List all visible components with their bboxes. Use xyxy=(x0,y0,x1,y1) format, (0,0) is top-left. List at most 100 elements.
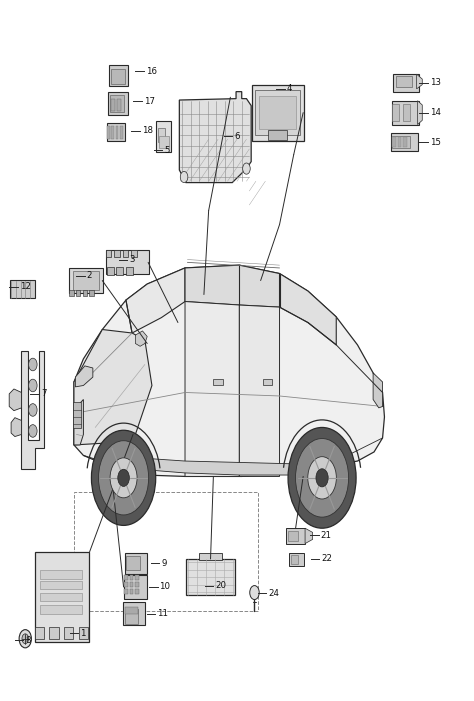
Bar xyxy=(40,605,82,613)
Bar xyxy=(82,290,87,296)
Bar xyxy=(89,290,93,296)
Text: 5: 5 xyxy=(164,146,170,155)
Bar xyxy=(402,104,410,121)
Bar xyxy=(106,250,111,257)
Bar xyxy=(130,576,134,580)
Bar xyxy=(392,137,396,147)
Bar xyxy=(117,99,121,111)
Circle shape xyxy=(28,425,37,437)
Polygon shape xyxy=(75,366,93,387)
Text: 7: 7 xyxy=(41,389,46,398)
Polygon shape xyxy=(136,331,147,346)
Polygon shape xyxy=(179,92,251,182)
Bar xyxy=(392,137,410,148)
Bar xyxy=(124,590,128,594)
Text: 17: 17 xyxy=(144,97,155,106)
Bar xyxy=(392,104,399,121)
Circle shape xyxy=(110,458,137,498)
Bar xyxy=(156,121,171,152)
Bar xyxy=(403,137,407,147)
Text: 18: 18 xyxy=(142,126,153,135)
Bar xyxy=(124,583,128,587)
Bar xyxy=(73,402,81,428)
Text: 20: 20 xyxy=(215,581,226,590)
Text: 13: 13 xyxy=(430,78,441,87)
Bar xyxy=(110,95,124,112)
Bar xyxy=(130,583,134,587)
Circle shape xyxy=(118,469,129,486)
Bar xyxy=(213,379,223,385)
Bar xyxy=(123,601,145,625)
Circle shape xyxy=(99,441,149,515)
Polygon shape xyxy=(74,329,152,445)
Polygon shape xyxy=(126,268,185,333)
Circle shape xyxy=(28,358,37,371)
Bar xyxy=(398,137,401,147)
Text: 10: 10 xyxy=(159,583,171,592)
Bar xyxy=(125,552,147,573)
Bar xyxy=(158,136,169,149)
Bar xyxy=(108,93,128,115)
Polygon shape xyxy=(417,74,422,89)
Bar xyxy=(255,90,300,135)
Circle shape xyxy=(316,469,328,487)
Bar xyxy=(35,552,89,641)
Polygon shape xyxy=(11,418,21,437)
Text: 15: 15 xyxy=(430,137,441,147)
Polygon shape xyxy=(9,389,21,411)
Text: 8: 8 xyxy=(25,636,31,645)
Bar xyxy=(124,576,128,580)
Circle shape xyxy=(288,428,356,528)
Text: 9: 9 xyxy=(161,559,167,568)
Circle shape xyxy=(295,439,348,517)
Circle shape xyxy=(28,379,37,392)
Polygon shape xyxy=(74,265,384,477)
Text: 6: 6 xyxy=(234,132,240,141)
Circle shape xyxy=(250,585,259,599)
Bar xyxy=(396,76,412,88)
Text: 22: 22 xyxy=(321,554,332,564)
Bar xyxy=(79,627,88,639)
Bar xyxy=(35,627,44,639)
Bar xyxy=(268,130,287,140)
Text: 4: 4 xyxy=(287,84,292,93)
Bar xyxy=(124,575,147,599)
Bar xyxy=(288,531,298,540)
Bar xyxy=(49,627,59,639)
Polygon shape xyxy=(185,265,280,307)
Bar xyxy=(40,580,82,589)
Bar xyxy=(76,290,80,296)
Bar xyxy=(120,126,123,139)
Polygon shape xyxy=(185,301,239,477)
Bar xyxy=(64,627,73,639)
Bar xyxy=(391,133,418,151)
Bar xyxy=(111,126,114,139)
Bar xyxy=(125,607,138,614)
Bar xyxy=(126,556,140,570)
Bar xyxy=(70,290,74,296)
Text: 1: 1 xyxy=(80,629,86,638)
Bar xyxy=(130,590,134,594)
Circle shape xyxy=(91,430,156,526)
Bar xyxy=(199,552,222,559)
Bar xyxy=(111,69,125,84)
Bar xyxy=(131,250,137,257)
Bar xyxy=(110,99,115,111)
Bar xyxy=(73,271,99,290)
Circle shape xyxy=(180,172,188,182)
Circle shape xyxy=(308,456,337,499)
Bar xyxy=(125,608,138,624)
Bar xyxy=(263,379,273,385)
Polygon shape xyxy=(124,457,294,475)
Text: 21: 21 xyxy=(320,531,332,540)
Bar xyxy=(157,128,165,142)
Bar xyxy=(136,590,139,594)
Bar xyxy=(290,553,304,566)
Polygon shape xyxy=(418,101,422,125)
Polygon shape xyxy=(373,373,383,408)
Polygon shape xyxy=(74,400,83,445)
Circle shape xyxy=(22,634,28,644)
Bar xyxy=(107,266,114,275)
Polygon shape xyxy=(305,528,313,543)
Bar xyxy=(40,570,82,578)
